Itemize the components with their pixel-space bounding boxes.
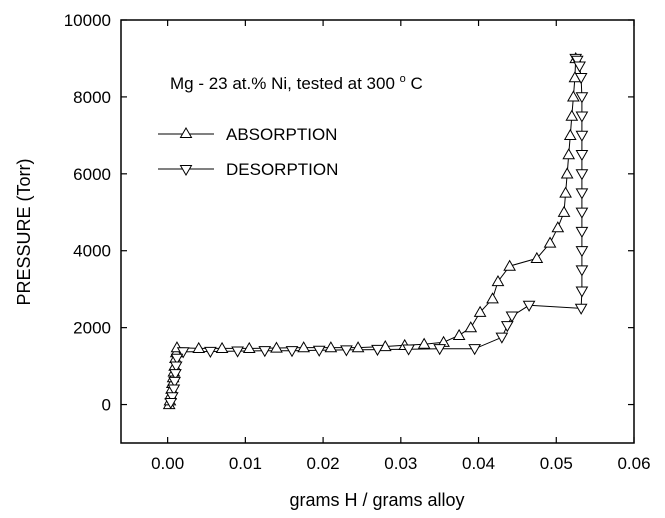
data-point-desorption: [575, 130, 589, 142]
data-point-absorption: [464, 321, 478, 333]
data-point-desorption: [575, 188, 589, 200]
y-tick-labels: 0 2000 4000 6000 8000 10000: [64, 11, 111, 415]
data-point-absorption: [297, 341, 311, 353]
y-tick-label: 0: [102, 396, 111, 415]
y-tick-label: 6000: [73, 165, 111, 184]
data-point-desorption: [285, 346, 299, 358]
series-line-absorption: [168, 58, 577, 405]
data-point-absorption: [242, 341, 256, 354]
data-point-desorption: [312, 345, 326, 357]
data-point-desorption: [505, 311, 519, 323]
data-point-desorption: [168, 376, 181, 388]
data-point-absorption: [559, 186, 572, 198]
data-point-desorption: [574, 303, 588, 315]
data-point-desorption: [164, 397, 178, 410]
data-point-absorption: [351, 341, 365, 353]
data-point-desorption: [176, 347, 190, 359]
data-point-desorption: [575, 92, 589, 104]
data-point-desorption: [573, 61, 586, 73]
plot-frame: [120, 19, 635, 444]
data-point-absorption: [530, 251, 544, 264]
data-point-absorption: [192, 341, 206, 354]
data-point-absorption: [270, 341, 283, 353]
x-tick-label: 0.06: [617, 454, 650, 473]
data-point-desorption: [468, 344, 482, 356]
x-axis-title: grams H / grams alloy: [289, 490, 464, 510]
data-point-desorption: [570, 55, 584, 67]
annotation-suffix: C: [411, 74, 423, 93]
legend-label-absorption: ABSORPTION: [226, 125, 337, 144]
x-tick-label: 0.02: [307, 454, 340, 473]
y-axis-title: PRESSURE (Torr): [14, 158, 34, 305]
data-point-desorption: [433, 344, 447, 356]
data-point-absorption: [560, 167, 574, 179]
data-point-desorption: [371, 344, 384, 357]
data-point-desorption: [522, 300, 536, 312]
data-point-desorption: [495, 332, 509, 344]
data-point-desorption: [575, 246, 589, 258]
data-point-desorption: [575, 169, 589, 181]
data-point-absorption: [563, 128, 577, 140]
data-point-desorption: [575, 265, 589, 277]
data-point-desorption: [575, 226, 589, 239]
data-point-desorption: [500, 321, 514, 333]
x-tick-label: 0.00: [151, 454, 184, 473]
series-markers: [162, 51, 589, 410]
x-tick-label: 0.05: [540, 454, 573, 473]
data-point-absorption: [215, 341, 229, 354]
legend-entry-desorption: DESORPTION: [158, 160, 338, 179]
data-point-absorption: [486, 292, 499, 304]
legend-label-desorption: DESORPTION: [226, 160, 338, 179]
x-tick-label: 0.04: [462, 454, 495, 473]
data-point-desorption: [575, 111, 589, 123]
data-point-absorption: [567, 90, 580, 102]
data-point-desorption: [169, 361, 183, 373]
x-tick-label: 0.03: [384, 454, 417, 473]
data-point-absorption: [324, 341, 338, 353]
data-point-absorption: [452, 328, 466, 340]
legend-marker-desorption: [179, 165, 193, 176]
annotation-degree: o: [400, 73, 406, 85]
data-point-absorption: [557, 205, 571, 217]
data-point-desorption: [204, 346, 217, 358]
y-tick-label: 10000: [64, 11, 111, 30]
data-point-desorption: [170, 353, 184, 365]
data-point-desorption: [402, 344, 415, 356]
data-point-desorption: [167, 384, 181, 396]
data-point-absorption: [565, 109, 579, 121]
y-tick-label: 8000: [73, 88, 111, 107]
data-point-absorption: [503, 259, 516, 271]
data-point-desorption: [574, 73, 588, 85]
data-point-desorption: [575, 286, 589, 298]
data-point-desorption: [169, 369, 182, 381]
data-point-desorption: [165, 392, 179, 404]
x-tick-label: 0.01: [229, 454, 262, 473]
y-tick-label: 4000: [73, 242, 111, 261]
condition-annotation: Mg - 23 at.% Ni, tested at 300 o C: [170, 67, 423, 93]
data-point-absorption: [543, 236, 557, 248]
axis-ticks: [121, 19, 635, 443]
data-point-absorption: [491, 274, 505, 287]
data-point-absorption: [551, 221, 565, 233]
annotation-prefix: Mg - 23 at.% Ni, tested at 300: [170, 74, 395, 93]
data-point-desorption: [258, 346, 272, 358]
legend-marker-absorption: [179, 127, 193, 138]
data-point-desorption: [340, 345, 353, 357]
data-point-desorption: [575, 149, 589, 162]
data-point-desorption: [575, 207, 589, 219]
x-tick-labels: 0.00 0.01 0.02 0.03 0.04 0.05 0.06: [151, 454, 650, 473]
y-tick-label: 2000: [73, 319, 111, 338]
legend: ABSORPTION DESORPTION: [158, 125, 338, 179]
legend-entry-absorption: ABSORPTION: [158, 125, 337, 144]
data-point-absorption: [562, 148, 576, 160]
data-point-desorption: [231, 346, 244, 358]
data-point-absorption: [417, 337, 431, 349]
data-point-absorption: [473, 305, 487, 317]
